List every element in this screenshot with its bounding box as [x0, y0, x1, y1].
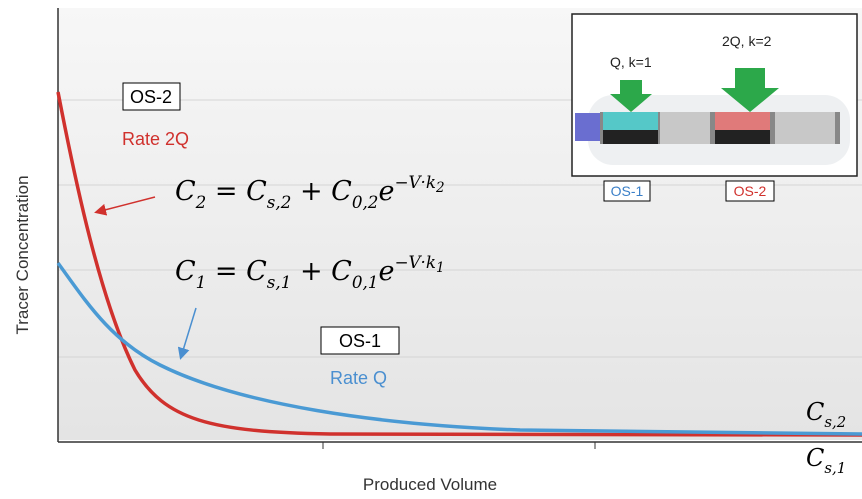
formula-part: 0,2	[352, 192, 379, 212]
formula-part: +	[291, 176, 331, 207]
formula-part: 1	[436, 260, 445, 276]
formula-part: s,1	[267, 272, 292, 292]
formula-part: =	[206, 256, 246, 287]
formula-part: +	[291, 256, 331, 287]
formula-part: s,1	[824, 459, 846, 477]
formula-part: s,2	[267, 192, 292, 212]
formula-part: C	[806, 398, 824, 426]
formula-part: =	[206, 176, 246, 207]
inset: Q, k=1 2Q, k=2 OS-1 OS-2	[572, 14, 857, 201]
formula-part: 2	[195, 192, 207, 212]
formula-part: C	[246, 176, 267, 207]
formula-part: 2	[435, 180, 445, 196]
formula-part: C	[331, 256, 352, 287]
formula-part: −V·k	[394, 172, 436, 192]
formula-part: s,2	[824, 413, 846, 431]
formula-part: C	[331, 176, 352, 207]
formula-part: C	[175, 256, 196, 287]
y-axis-label: Tracer Concentration	[13, 175, 32, 334]
formula-part: C	[246, 256, 267, 287]
formula-part: −V·k	[394, 252, 436, 272]
inset-tag1: OS-1	[611, 183, 644, 199]
formula-part: e	[378, 256, 394, 287]
formula-part: 1	[196, 272, 207, 292]
x-axis-label: Produced Volume	[363, 475, 497, 494]
formula-part: C	[806, 444, 824, 472]
page: Tracer Concentration Produced Volume OS-…	[0, 0, 862, 499]
formula-part: 0,1	[352, 272, 379, 292]
inset-flow1: Q, k=1	[610, 54, 652, 70]
os1-label: OS-1	[339, 331, 381, 351]
os1-rate: Rate Q	[330, 368, 387, 388]
formula-part: C	[175, 176, 196, 207]
inset-tag2: OS-2	[734, 183, 767, 199]
formula-part: e	[378, 176, 394, 207]
os2-label: OS-2	[130, 87, 172, 107]
formula: Cs,1	[806, 444, 846, 477]
inset-flow2: 2Q, k=2	[722, 33, 772, 49]
os2-rate: Rate 2Q	[122, 129, 189, 149]
chart: Tracer Concentration Produced Volume OS-…	[0, 0, 862, 499]
